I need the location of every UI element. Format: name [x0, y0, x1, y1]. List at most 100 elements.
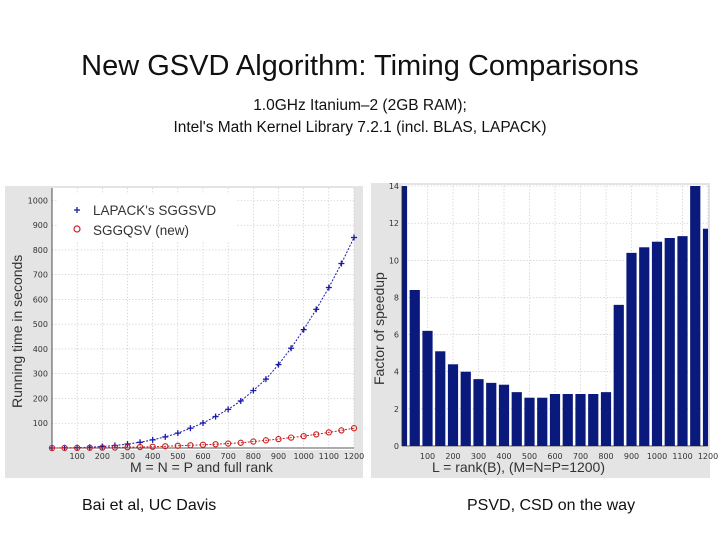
subtitle-hardware: 1.0GHz Itanium–2 (2GB RAM); [253, 97, 467, 114]
speedup-bar [498, 384, 510, 446]
new-data-point [325, 429, 332, 436]
lapack-data-point [124, 441, 131, 448]
new-data-point [350, 425, 358, 432]
speedup-bar [422, 330, 433, 446]
speedup-bar [447, 364, 459, 446]
lapack-data-point [162, 433, 169, 440]
new-data-point [111, 444, 119, 451]
lapack-data-point [212, 413, 219, 420]
new-data-point [86, 444, 93, 451]
new-data-point [199, 441, 207, 448]
speedup-x-tick-label: 800 [598, 452, 613, 461]
new-data-point [174, 442, 181, 449]
speedup-bar [651, 241, 663, 446]
speedup-bar [600, 392, 612, 446]
speedup-bar [702, 228, 708, 446]
speedup-x-tick-label: 1100 [672, 452, 692, 461]
speedup-x-tick-label: 900 [624, 452, 639, 461]
speedup-chart-ticks: 100 200 300 400 500 600 700 800 900 1000 1100 1200 0… [389, 182, 718, 461]
slide-title: New GSVD Algorithm: Timing Comparisons [81, 50, 639, 82]
speedup-bar [435, 351, 446, 446]
timing-y-tick-label: 200 [33, 394, 48, 403]
speedup-x-tick-label: 400 [496, 452, 511, 461]
new-data-point [149, 443, 156, 450]
timing-y-tick-label: 600 [33, 295, 48, 304]
lapack-data-point [262, 376, 269, 383]
new-data-point [262, 437, 270, 444]
lapack-data-point [200, 419, 206, 426]
speedup-y-tick-label: 8 [394, 293, 399, 302]
speedup-bar [664, 238, 675, 446]
new-data-point [99, 444, 106, 451]
new-data-point [61, 444, 68, 452]
timing-chart-x-label: M = N = P and full rank [130, 459, 274, 475]
timing-chart-y-label: Running time in seconds [9, 255, 25, 408]
timing-x-tick-label: 800 [246, 452, 261, 461]
speedup-y-tick-label: 0 [394, 442, 399, 451]
speedup-y-tick-label: 4 [394, 368, 399, 377]
timing-x-tick-label: 1100 [319, 452, 339, 461]
speedup-chart-axes [401, 186, 708, 447]
new-data-point [136, 443, 144, 451]
legend-plus-glyph [74, 207, 80, 213]
legend-new-label: SGGQSV (new) [93, 223, 189, 238]
timing-chart-legend: LAPACK's SGGSVD SGGQSV (new) [58, 193, 236, 241]
timing-x-tick-label: 500 [170, 452, 185, 461]
new-data-point [162, 443, 169, 450]
speedup-bar [549, 394, 561, 446]
new-data-point [250, 438, 257, 445]
timing-x-tick-label: 400 [145, 452, 160, 461]
new-data-point [74, 444, 81, 452]
lapack-data-point [174, 430, 181, 437]
new-data-point [212, 441, 219, 448]
lapack-data-point [338, 260, 345, 267]
timing-y-tick-label: 300 [33, 370, 48, 379]
speedup-bar [613, 304, 624, 446]
new-series-line [51, 427, 355, 449]
speedup-bar [460, 371, 471, 446]
speedup-chart-y-label: Factor of speedup [371, 272, 387, 385]
footer-credit: Bai et al, UC Davis [82, 497, 217, 514]
speedup-chart-x-label: L = rank(B), (M=N=P=1200) [432, 459, 605, 475]
timing-x-tick-label: 200 [95, 452, 110, 461]
speedup-x-tick-label: 1000 [647, 452, 667, 461]
subtitle-library: Intel's Math Kernel Library 7.2.1 (incl.… [173, 119, 547, 136]
speedup-x-tick-label: 100 [420, 452, 435, 461]
legend-lapack-label: LAPACK's SGGSVD [93, 203, 216, 218]
speedup-bar [626, 252, 637, 446]
timing-chart-ticks: 100 200 300 400 500 600 700 800 900 1000 1100 1200 1… [28, 196, 365, 461]
lapack-data-point [250, 387, 257, 394]
timing-y-tick-label: 800 [33, 246, 48, 255]
timing-y-tick-label: 400 [33, 345, 48, 354]
speedup-bar [690, 186, 701, 446]
speedup-x-tick-label: 1200 [698, 452, 718, 461]
new-data-point [338, 427, 345, 434]
speedup-bar [537, 397, 548, 446]
timing-x-tick-label: 700 [221, 452, 236, 461]
timing-y-tick-label: 1000 [28, 196, 48, 205]
speedup-bar [588, 394, 599, 446]
timing-x-tick-label: 600 [195, 452, 210, 461]
footer-note: PSVD, CSD on the way [467, 497, 636, 514]
speedup-x-tick-label: 500 [522, 452, 537, 461]
lapack-data-point [187, 425, 194, 432]
new-data-point [300, 432, 307, 440]
speedup-bar [677, 236, 688, 446]
speedup-bar [473, 379, 484, 446]
new-data-point [275, 435, 282, 443]
lapack-data-point [325, 284, 332, 291]
timing-x-tick-label: 1000 [293, 452, 313, 461]
new-data-point [237, 439, 244, 446]
timing-chart-series [48, 234, 358, 452]
timing-x-tick-label: 300 [120, 452, 135, 461]
lapack-data-point [149, 436, 156, 443]
speedup-bar [511, 392, 522, 446]
speedup-bar [409, 290, 420, 446]
new-data-point [313, 431, 320, 438]
speedup-y-tick-label: 2 [394, 405, 399, 414]
timing-chart: 100 200 300 400 500 600 700 800 900 1000 1100 1200 1… [5, 186, 364, 478]
speedup-y-tick-label: 6 [394, 331, 399, 340]
timing-x-tick-label: 1200 [344, 452, 364, 461]
speedup-y-tick-label: 10 [389, 256, 399, 265]
